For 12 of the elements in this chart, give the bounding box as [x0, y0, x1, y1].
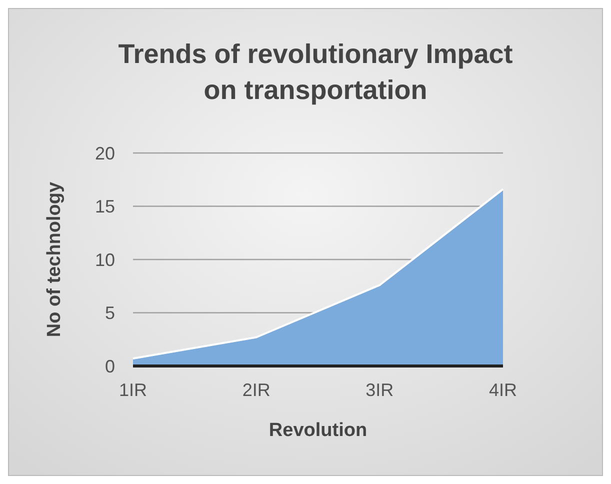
y-axis-title: No of technology — [44, 181, 65, 338]
x-tick-label: 1IR — [118, 380, 148, 400]
x-axis-title: Revolution — [268, 420, 368, 441]
y-tick-label: 15 — [94, 196, 115, 217]
chart-title: Trends of revolutionary Impact on transportation — [118, 39, 513, 105]
y-tick-label: 10 — [94, 250, 115, 270]
x-tick-label: 2IR — [242, 380, 270, 400]
y-tick-label: 20 — [94, 143, 115, 164]
y-tick-label: 5 — [104, 303, 115, 324]
x-tick-label: 3IR — [366, 380, 394, 400]
x-tick-label: 4IR — [488, 380, 518, 400]
y-tick-label: 0 — [104, 356, 115, 376]
